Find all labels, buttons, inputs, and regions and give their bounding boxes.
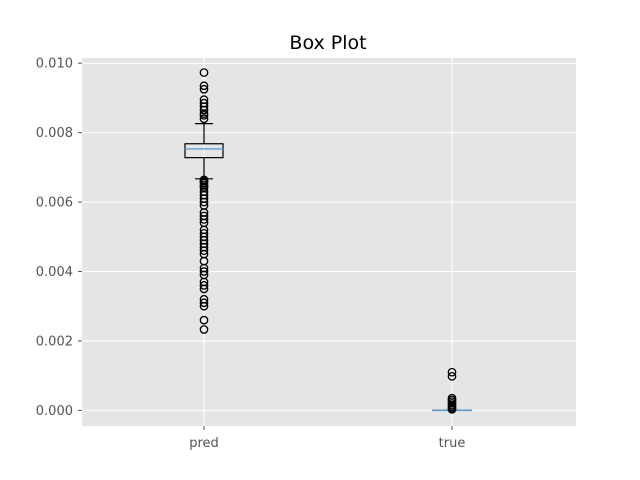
x-axis-ticks: pred true	[189, 426, 465, 451]
outlier-point	[199, 284, 209, 294]
outlier-point	[199, 301, 209, 311]
y-tick-label: 0.008	[36, 126, 73, 141]
outlier-point	[199, 81, 209, 91]
outlier-point	[199, 315, 209, 325]
box-pred	[184, 68, 224, 334]
outlier-point	[447, 367, 457, 377]
boxes-layer	[184, 68, 472, 414]
outlier-point	[199, 84, 209, 94]
outlier-point	[199, 298, 209, 308]
x-tick-label: pred	[189, 436, 219, 451]
outlier-point	[199, 68, 209, 77]
outlier-point	[199, 267, 209, 276]
outlier-point	[199, 110, 209, 120]
y-tick-label: 0.002	[36, 334, 73, 349]
iqr-box	[184, 143, 224, 159]
y-axis-ticks: 0.000 0.002 0.004 0.006 0.008 0.010	[36, 57, 82, 419]
outlier-point	[199, 281, 209, 290]
x-tick-label: true	[439, 436, 466, 451]
outlier-point	[199, 114, 209, 124]
y-tick-label: 0.000	[36, 404, 73, 419]
outlier-point	[447, 372, 457, 381]
y-tick-label: 0.010	[36, 57, 73, 72]
y-tick-label: 0.006	[36, 196, 73, 211]
chart-title: Box Plot	[289, 32, 366, 54]
y-tick-label: 0.004	[36, 265, 73, 280]
box-true	[432, 367, 472, 414]
outlier-point	[199, 105, 209, 115]
plot-area	[82, 58, 576, 426]
outlier-point	[199, 215, 209, 224]
outlier-point	[199, 197, 209, 207]
outlier-point	[447, 404, 457, 414]
outlier-point	[199, 246, 209, 256]
outlier-point	[199, 325, 209, 334]
